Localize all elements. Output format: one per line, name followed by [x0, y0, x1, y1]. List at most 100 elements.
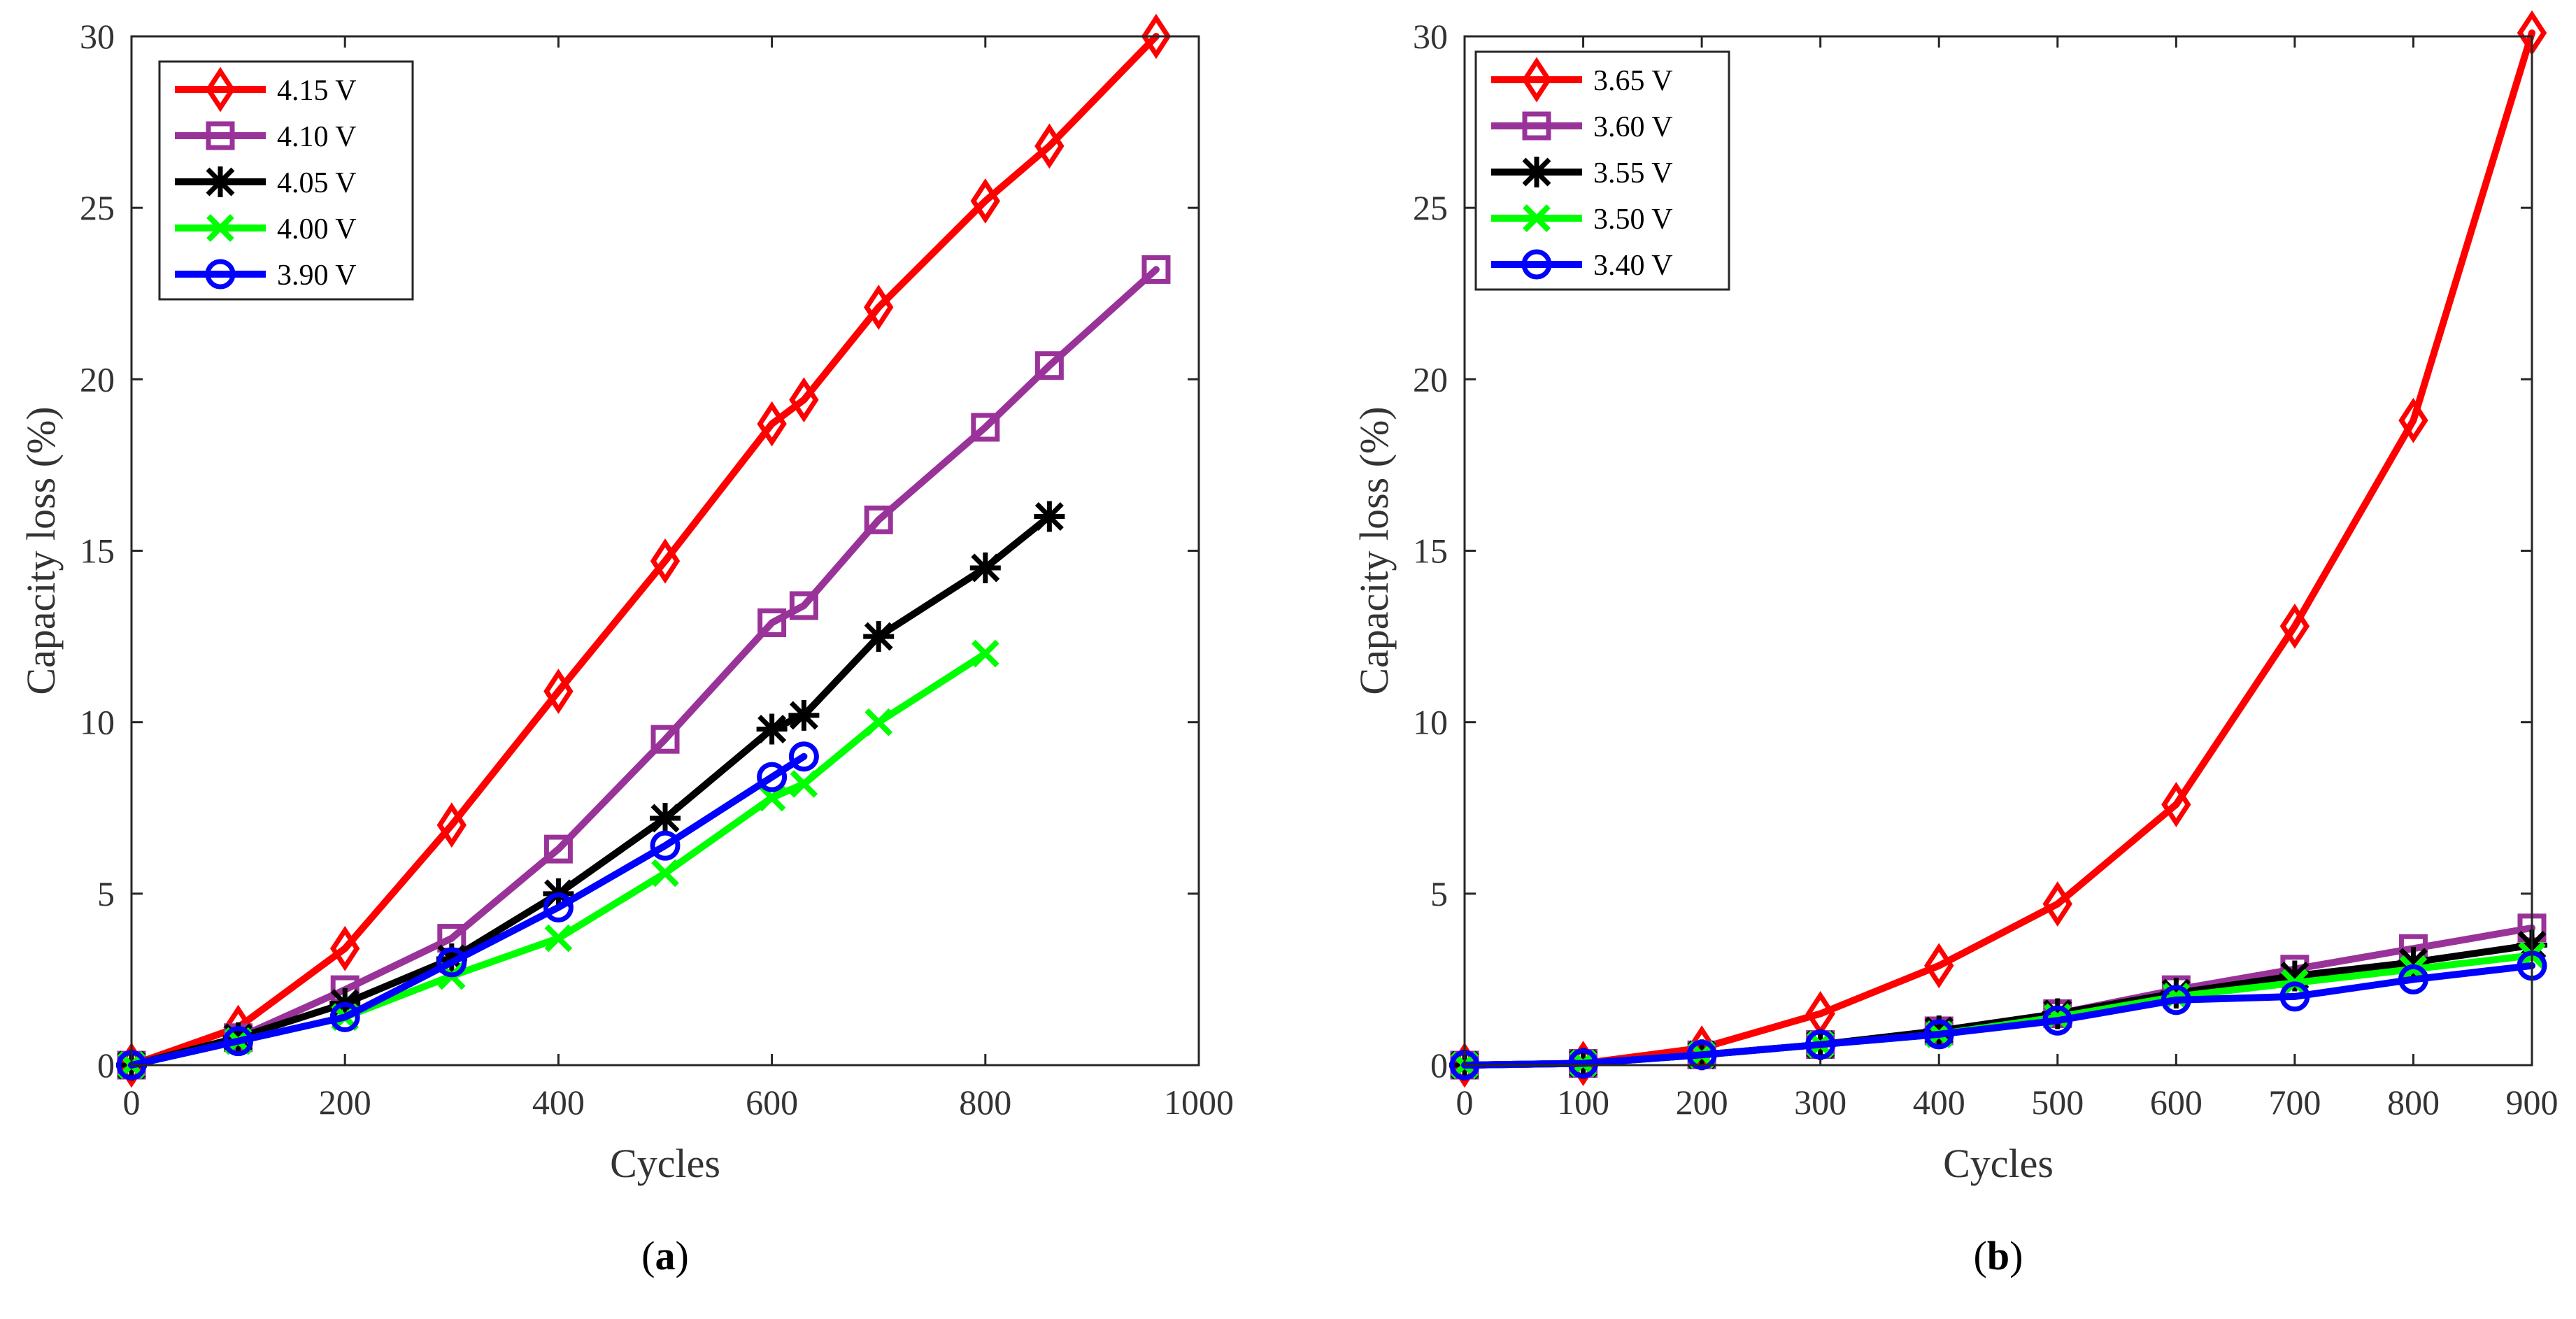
legend-marker	[1521, 249, 1552, 280]
panel-label: (a)	[641, 1233, 689, 1278]
plot-frame	[1463, 35, 2533, 1067]
x-tick-label: 0	[1456, 1083, 1474, 1122]
x-axis-label: Cycles	[610, 1141, 720, 1186]
data-point	[650, 538, 681, 584]
data-point	[1805, 1029, 1836, 1060]
series-line	[128, 753, 808, 1069]
data-point	[1141, 255, 1171, 284]
x-tick-label: 900	[2506, 1083, 2559, 1122]
data-point	[1034, 123, 1065, 169]
y-tick-label: 5	[97, 874, 115, 913]
y-tick-label: 20	[1413, 359, 1448, 399]
data-point	[1923, 1019, 1954, 1050]
panel-a: 0 200 400 600 800 1000 0 5 10 15 20 25 30 Cycles Capac…	[18, 13, 1234, 1278]
data-point	[864, 708, 893, 736]
y-tick-label: 30	[1413, 17, 1448, 56]
legend-marker	[1523, 204, 1551, 232]
y-tick-label: 0	[97, 1046, 115, 1085]
y-axis-label: Capacity loss (%)	[18, 406, 64, 694]
data-point	[436, 947, 467, 978]
y-axis-label: Capacity loss (%)	[1351, 406, 1397, 694]
data-point	[543, 669, 574, 714]
data-point	[2279, 603, 2310, 649]
panel-label-open-paren: (	[641, 1233, 655, 1278]
legend-marker	[205, 66, 236, 113]
data-point	[650, 830, 681, 861]
data-point	[788, 741, 819, 772]
data-point	[1034, 351, 1064, 380]
legend-label: 3.40 V	[1593, 250, 1673, 282]
data-point	[329, 1001, 360, 1032]
data-point	[651, 859, 679, 887]
panel-label: (b)	[1974, 1233, 2023, 1278]
panel-label-close-paren: )	[676, 1233, 689, 1278]
data-point	[650, 725, 680, 754]
legend-marker	[206, 214, 234, 242]
x-axis-label: Cycles	[1943, 1141, 2054, 1186]
data-point	[2161, 985, 2191, 1015]
y-tick-label: 10	[1413, 703, 1448, 742]
plot-frame	[130, 35, 1200, 1067]
data-point	[757, 401, 787, 447]
legend-marker	[1522, 111, 1551, 141]
data-point	[2398, 964, 2428, 994]
legend-marker	[1521, 157, 1552, 187]
y-tick-label: 10	[80, 703, 115, 742]
data-point	[2279, 981, 2310, 1012]
y-tick-label: 25	[80, 188, 115, 227]
legend-label: 4.00 V	[277, 213, 357, 245]
x-tick-label: 200	[1676, 1083, 1728, 1122]
data-point	[790, 770, 818, 798]
data-point	[757, 608, 787, 637]
data-point	[2042, 881, 2072, 927]
data-point	[1034, 501, 1065, 532]
legend-marker	[205, 166, 236, 197]
series-3-40-v	[1449, 950, 2547, 1081]
data-point	[2161, 781, 2191, 827]
data-point	[2398, 946, 2429, 978]
data-point	[544, 924, 573, 953]
data-point	[2042, 1005, 2073, 1036]
legend-label: 3.55 V	[1593, 157, 1673, 190]
data-point	[970, 178, 1000, 224]
data-point	[864, 284, 894, 330]
data-point	[789, 591, 818, 620]
x-tick-label: 100	[1557, 1083, 1609, 1122]
panel-label-letter: b	[1987, 1233, 2009, 1278]
series-3-90-v	[116, 741, 819, 1081]
legend-marker	[206, 121, 235, 150]
y-tick-label: 15	[1413, 532, 1448, 571]
panel-label-close-paren: )	[2009, 1233, 2023, 1278]
legend-label: 4.15 V	[277, 75, 357, 107]
legend-marker	[1521, 57, 1552, 103]
y-tick-label: 0	[1430, 1046, 1448, 1085]
x-tick-label: 700	[2268, 1083, 2321, 1122]
x-tick-label: 1000	[1164, 1083, 1234, 1122]
data-point	[971, 413, 1000, 442]
y-tick-label: 5	[1430, 874, 1448, 913]
data-point	[1686, 1039, 1717, 1070]
data-point	[650, 802, 681, 834]
x-tick-label: 0	[123, 1083, 141, 1122]
legend-label: 3.90 V	[277, 259, 357, 292]
legend-label: 3.60 V	[1593, 111, 1673, 143]
data-point	[436, 802, 467, 848]
legend-label: 4.05 V	[277, 167, 357, 199]
x-tick-label: 400	[1913, 1083, 1965, 1122]
panel-label-open-paren: (	[1974, 1233, 1987, 1278]
panel-label-letter: a	[655, 1233, 676, 1278]
data-point	[1141, 13, 1172, 59]
series-line	[1461, 962, 2535, 1069]
data-point	[223, 1026, 254, 1057]
data-point	[1568, 1048, 1599, 1079]
data-point	[757, 762, 788, 792]
data-point	[969, 552, 1001, 584]
x-tick-label: 800	[959, 1083, 1011, 1122]
data-point	[789, 377, 819, 423]
legend-label: 3.65 V	[1593, 65, 1673, 97]
x-tick-label: 600	[746, 1083, 798, 1122]
panel-b: 0 100 200 300 400 500 600 700 800 900 0 5 10 15 20 25 30…	[1351, 10, 2559, 1278]
y-tick-label: 30	[80, 17, 115, 56]
data-point	[756, 713, 788, 745]
x-tick-label: 200	[319, 1083, 371, 1122]
